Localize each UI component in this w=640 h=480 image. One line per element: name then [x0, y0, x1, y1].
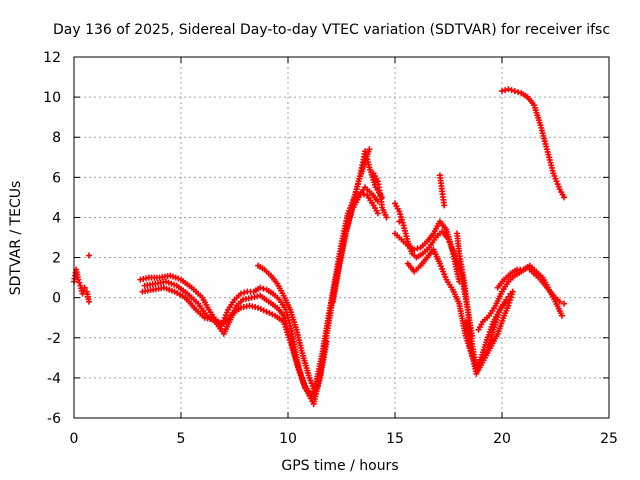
data-point-trace: [399, 219, 406, 226]
data-point-trace: [507, 297, 514, 304]
y-tick-label: 10: [43, 90, 61, 106]
data-point: [396, 218, 403, 225]
data-point-trace: [502, 87, 509, 94]
data-point-trace: [515, 89, 522, 96]
data-point: [75, 276, 82, 283]
axis-ticks: 0 5 10 15 20 25 -6 -4 -2 0 2 4 6 8 10 12: [43, 50, 618, 447]
y-tick-label: -2: [47, 331, 61, 347]
data-point: [469, 332, 476, 339]
x-tick-label: 25: [600, 431, 618, 447]
data-point: [509, 288, 516, 295]
x-tick-label: 10: [279, 431, 297, 447]
x-axis-label: GPS time / hours: [281, 458, 398, 474]
data-point-trace: [397, 214, 404, 221]
data-point-trace: [241, 289, 248, 296]
data-point: [441, 202, 448, 209]
data-point-trace: [397, 211, 404, 218]
data-point-trace: [260, 285, 267, 292]
data-points: [71, 86, 568, 407]
data-point: [561, 194, 568, 201]
data-point-trace: [80, 287, 87, 294]
data-point-trace: [76, 279, 83, 286]
data-point: [499, 88, 505, 95]
data-point: [374, 210, 381, 217]
data-point: [558, 312, 565, 319]
y-tick-label: 8: [52, 130, 61, 146]
data-point-trace: [506, 299, 513, 306]
data-point: [456, 278, 463, 285]
data-point: [366, 146, 373, 153]
data-point: [396, 208, 403, 215]
plot-frame: [73, 56, 610, 419]
data-point: [505, 302, 512, 309]
x-tick-label: 15: [386, 431, 404, 447]
y-tick-label: 6: [52, 170, 61, 186]
grid-lines: [74, 57, 609, 418]
y-tick-label: 4: [52, 210, 61, 226]
data-point: [511, 88, 518, 95]
x-tick-label: 20: [493, 431, 511, 447]
data-point: [561, 300, 568, 307]
data-point: [85, 298, 92, 305]
y-tick-label: 12: [43, 50, 61, 66]
data-point: [323, 338, 330, 345]
y-tick-label: 2: [52, 251, 61, 267]
data-point: [505, 86, 512, 93]
data-point-trace: [508, 291, 515, 298]
data-point: [81, 284, 88, 291]
chart-title: Day 136 of 2025, Sidereal Day-to-day VTE…: [53, 22, 610, 38]
data-point-trace: [507, 294, 514, 301]
x-tick-label: 0: [70, 431, 79, 447]
data-point-trace: [414, 245, 421, 252]
y-tick-label: -6: [47, 411, 61, 427]
data-point: [257, 284, 264, 291]
y-tick-label: 0: [52, 291, 61, 307]
y-axis-label: SDTVAR / TECUs: [8, 181, 24, 296]
data-point: [383, 214, 390, 221]
data-point: [237, 290, 244, 297]
data-point: [85, 252, 92, 259]
data-point: [411, 246, 418, 253]
y-tick-label: -4: [47, 371, 61, 387]
x-tick-label: 5: [177, 431, 186, 447]
data-point-trace: [508, 87, 515, 94]
